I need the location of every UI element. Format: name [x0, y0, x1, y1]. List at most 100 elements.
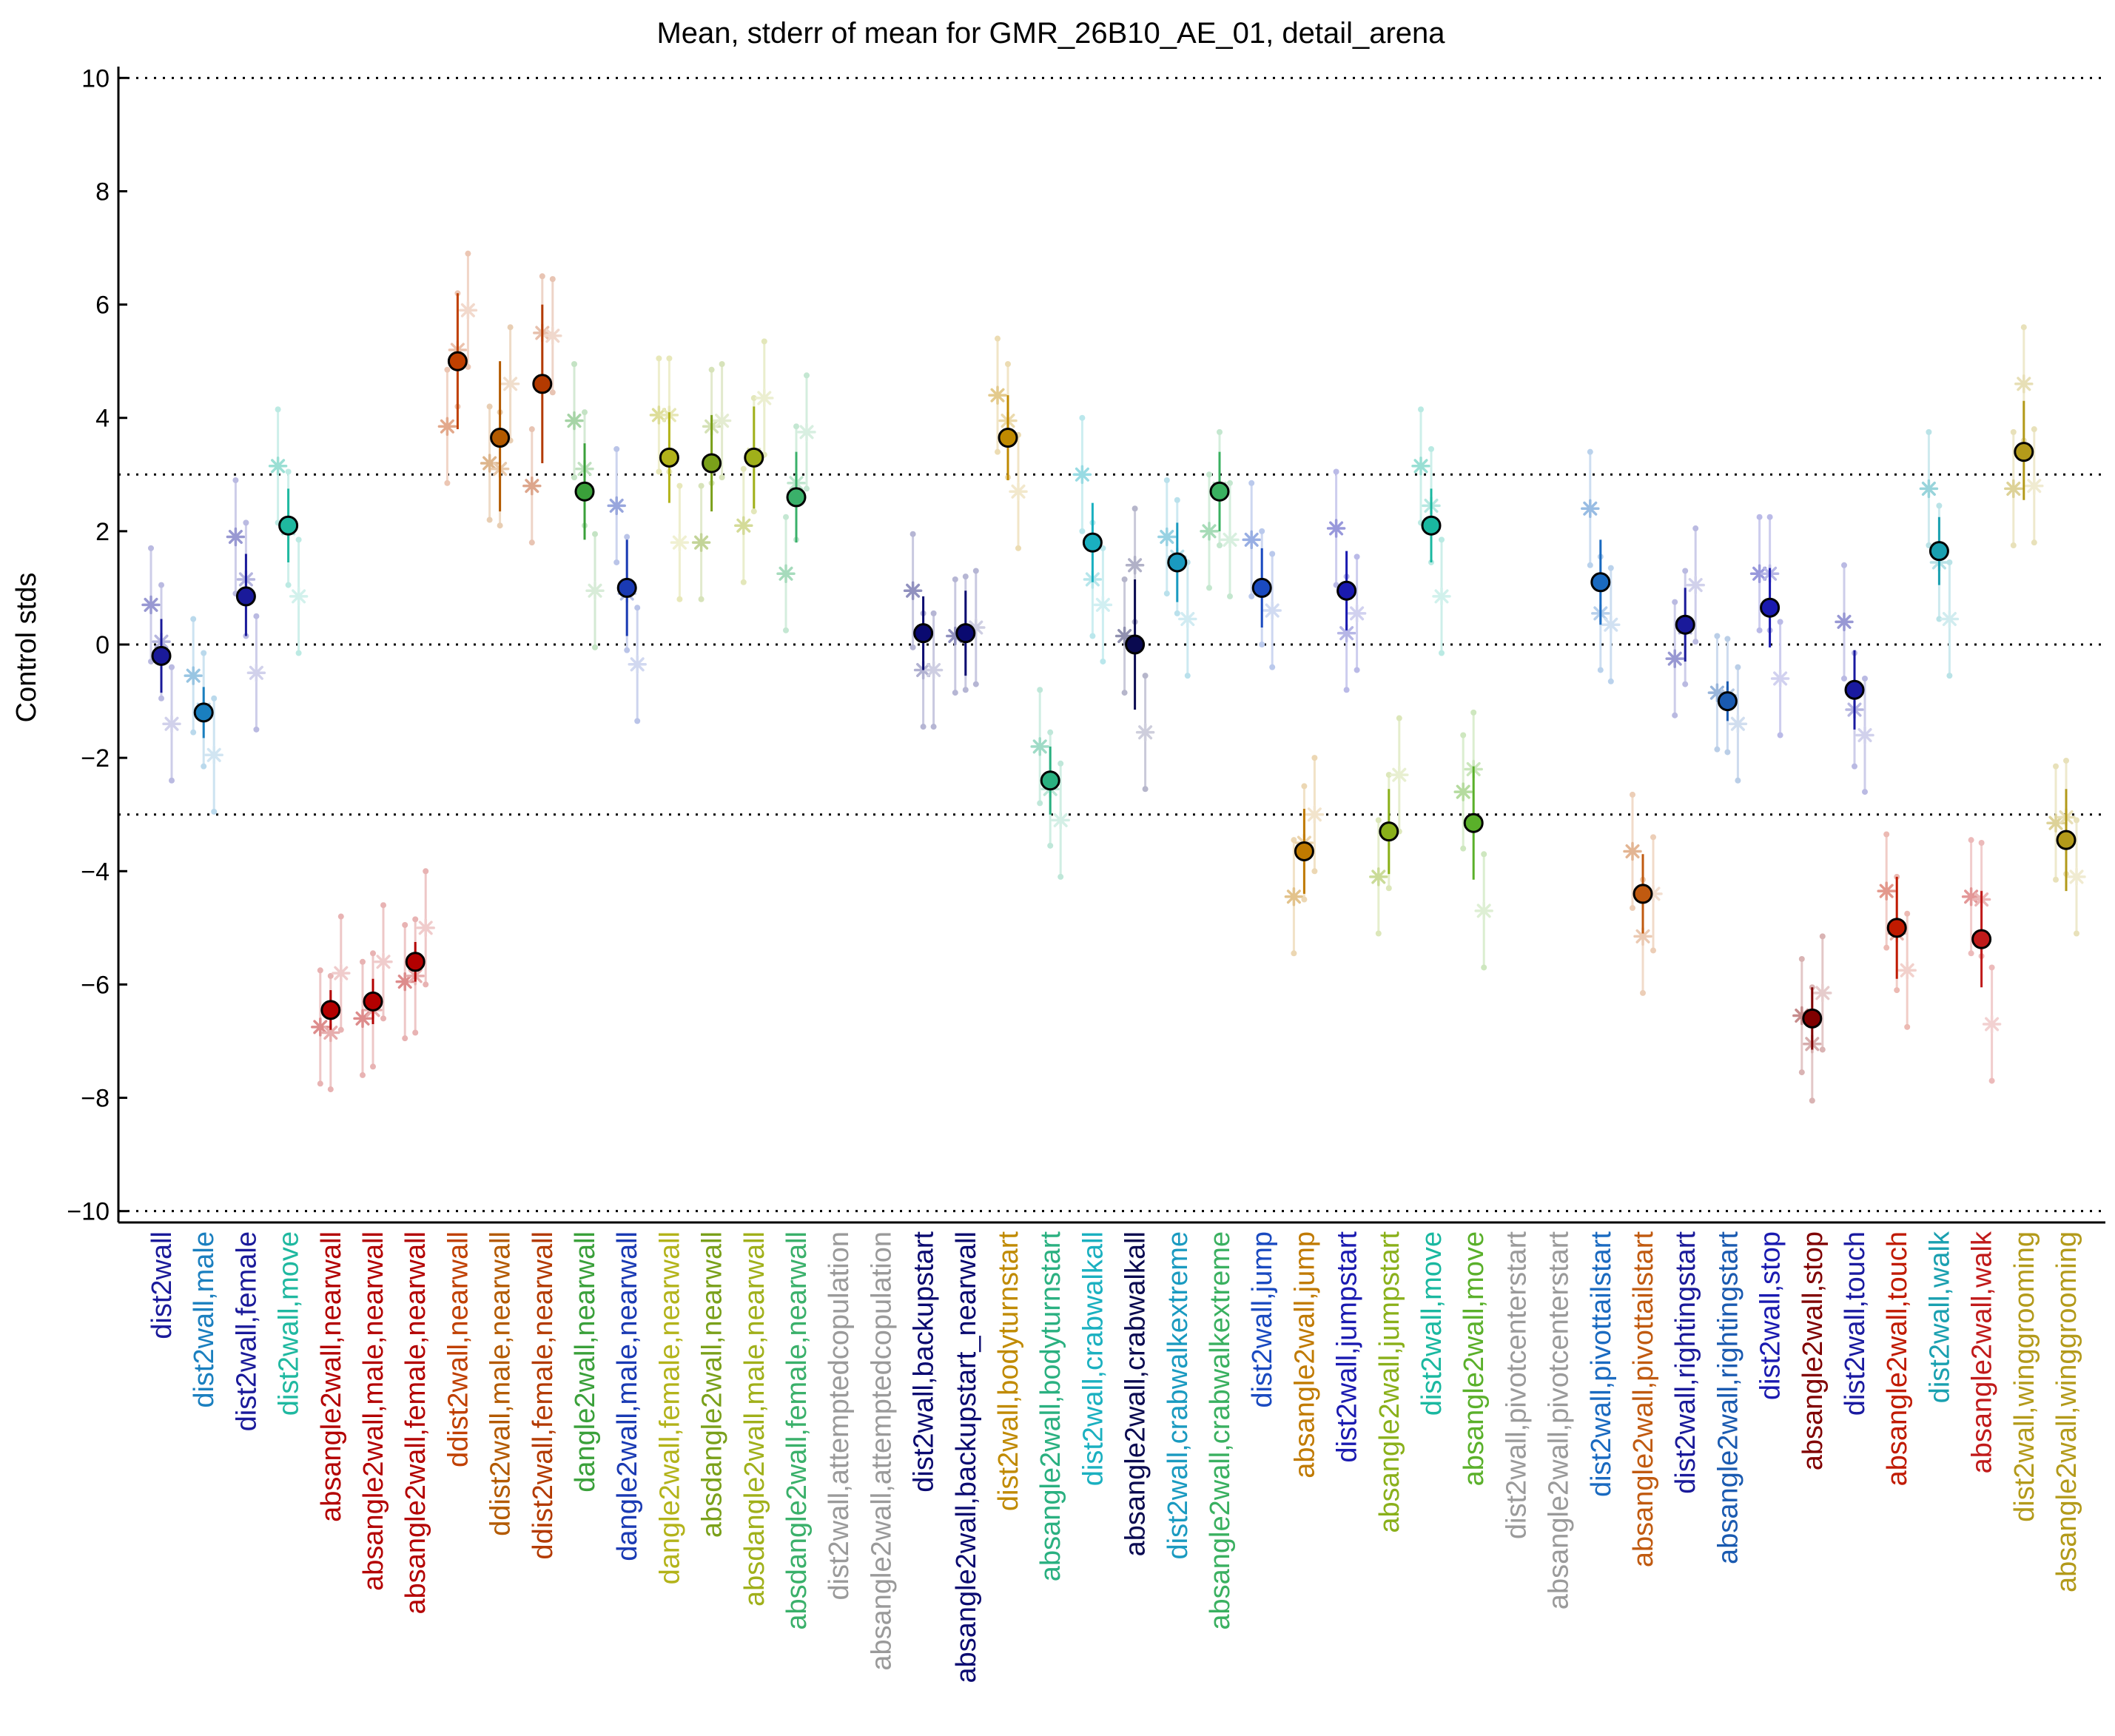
mean-point	[744, 447, 764, 468]
replicate-end-point	[327, 972, 334, 979]
replicate-end-point	[507, 324, 514, 331]
replicate-star	[374, 952, 393, 972]
mean-point	[278, 515, 299, 536]
replicate-star	[268, 457, 288, 476]
replicate-end-point	[1692, 525, 1699, 532]
replicate-end-point	[295, 536, 302, 543]
replicate-star	[712, 411, 732, 431]
replicate-end-point	[666, 355, 673, 362]
replicate-end-point	[1714, 633, 1721, 639]
replicate-end-point	[1852, 763, 1857, 770]
replicate-end-point	[1206, 585, 1212, 591]
replicate-end-point	[1428, 445, 1434, 452]
replicate-end-point	[1301, 783, 1308, 790]
replicate-end-point	[1259, 528, 1265, 534]
replicate-end-point	[402, 922, 408, 929]
mean-point	[702, 453, 722, 474]
replicate-star	[1262, 601, 1282, 620]
replicate-end-point	[750, 508, 757, 515]
replicate-end-point	[1587, 562, 1593, 568]
mean-point	[2056, 830, 2077, 850]
replicate-end-point	[317, 967, 323, 974]
mean-point	[1463, 813, 1484, 833]
replicate-end-point	[995, 448, 1001, 455]
replicate-end-point	[1926, 428, 1932, 435]
replicate-end-point	[740, 465, 747, 472]
x-tick-label: absangle2wall,move	[1459, 1231, 1490, 1486]
replicate-end-point	[1037, 800, 1043, 807]
replicate-end-point	[1650, 947, 1656, 954]
replicate-end-point	[423, 868, 429, 875]
mean-point	[1251, 577, 1272, 598]
x-tick-label: absangle2wall,stop	[1798, 1231, 1829, 1470]
mean-point	[1760, 597, 1781, 618]
replicate-end-point	[211, 695, 218, 702]
replicate-end-point	[1079, 528, 1086, 534]
x-tick-label: dist2wall,jumpstart	[1332, 1231, 1363, 1463]
replicate-end-point	[698, 596, 705, 602]
replicate-star	[500, 374, 520, 394]
replicate-end-point	[719, 474, 725, 481]
replicate-star	[1200, 522, 1219, 541]
x-tick-label: ddist2wall,female,nearwall	[528, 1231, 559, 1560]
x-tick-label: absangle2wall,walk	[1967, 1231, 1998, 1473]
mean-point	[955, 623, 976, 644]
y-tick-label: 4	[95, 405, 110, 433]
replicate-end-point	[972, 568, 979, 574]
x-tick-label: dist2wall,stop	[1755, 1231, 1786, 1400]
replicate-star	[585, 581, 605, 601]
replicate-star	[2067, 867, 2086, 886]
replicate-star	[670, 533, 690, 552]
replicate-end-point	[360, 1071, 366, 1078]
replicate-end-point	[571, 360, 577, 367]
mean-point	[574, 481, 595, 502]
replicate-end-point	[1714, 746, 1721, 753]
replicate-end-point	[1047, 842, 1054, 849]
replicate-end-point	[1883, 831, 1890, 838]
x-tick-label: ddist2wall,nearwall	[443, 1231, 474, 1467]
replicate-end-point	[370, 950, 376, 957]
x-tick-label: absangle2wall,bodyturnstart	[1035, 1231, 1066, 1582]
replicate-star	[903, 581, 923, 601]
replicate-end-point	[1079, 414, 1086, 421]
replicate-star	[1347, 604, 1367, 623]
replicate-end-point	[1798, 955, 1805, 962]
replicate-end-point	[1735, 664, 1741, 670]
replicate-end-point	[1630, 791, 1635, 798]
replicate-end-point	[1481, 851, 1487, 858]
x-tick-label: dangle2wall,nearwall	[570, 1231, 601, 1493]
replicate-star	[1390, 765, 1409, 784]
x-tick-label: absangle2wall,crabwalkall	[1120, 1231, 1151, 1556]
replicate-end-point	[2074, 930, 2079, 937]
replicate-star	[565, 411, 584, 431]
replicate-star	[1242, 530, 1261, 550]
replicate-star	[353, 1009, 372, 1029]
replicate-end-point	[1988, 964, 1995, 971]
x-tick-label: dist2wall,move	[274, 1231, 305, 1416]
replicate-end-point	[412, 1029, 419, 1036]
replicate-end-point	[2010, 542, 2017, 549]
replicate-end-point	[295, 650, 302, 656]
replicate-end-point	[528, 539, 535, 546]
replicate-end-point	[1291, 837, 1297, 844]
replicate-end-point	[190, 616, 197, 622]
replicate-end-point	[1724, 636, 1731, 642]
replicate-end-point	[2031, 539, 2037, 546]
mean-point	[1209, 481, 1230, 502]
replicate-star	[1982, 1015, 2002, 1034]
replicate-end-point	[952, 576, 958, 582]
replicate-end-point	[1841, 562, 1847, 568]
mean-point	[363, 991, 383, 1012]
replicate-end-point	[1735, 777, 1741, 784]
x-tick-label: ddist2wall,male,nearwall	[485, 1231, 517, 1536]
replicate-end-point	[169, 664, 175, 670]
x-tick-label: absangle2wall,attemptedcopulation	[866, 1231, 897, 1671]
x-tick-label: absangle2wall,pivottailstart	[1628, 1231, 1659, 1568]
replicate-end-point	[2053, 763, 2059, 770]
replicate-star	[204, 745, 223, 765]
replicate-end-point	[1163, 591, 1170, 597]
x-tick-label: dist2wall,female	[231, 1231, 262, 1431]
mean-point	[1802, 1008, 1823, 1029]
replicate-end-point	[1121, 576, 1128, 582]
replicate-star	[1030, 737, 1049, 756]
